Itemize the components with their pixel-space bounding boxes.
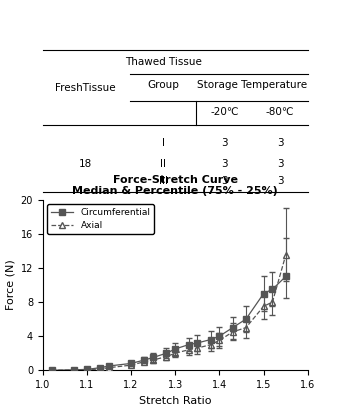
Text: 18: 18 (79, 158, 92, 168)
Text: 3: 3 (221, 176, 228, 186)
X-axis label: Stretch Ratio: Stretch Ratio (139, 396, 211, 406)
Text: -80℃: -80℃ (266, 107, 294, 117)
Text: -20℃: -20℃ (210, 107, 239, 117)
Text: Storage Temperature: Storage Temperature (197, 80, 307, 90)
Text: 3: 3 (221, 158, 228, 168)
Text: Thawed Tissue: Thawed Tissue (125, 57, 202, 67)
Text: 3: 3 (277, 176, 283, 186)
Text: II: II (160, 158, 166, 168)
Legend: Circumferential, Axial: Circumferential, Axial (47, 204, 154, 234)
Y-axis label: Force (N): Force (N) (5, 260, 15, 310)
Text: FreshTissue: FreshTissue (55, 82, 116, 93)
Title: Force-Stretch Curve
Median & Percentile (75% - 25%): Force-Stretch Curve Median & Percentile … (73, 175, 278, 196)
Text: III: III (159, 176, 168, 186)
Text: Group: Group (147, 80, 179, 90)
Text: I: I (162, 138, 165, 148)
Text: 3: 3 (277, 138, 283, 148)
Text: 3: 3 (277, 158, 283, 168)
Text: 3: 3 (221, 138, 228, 148)
